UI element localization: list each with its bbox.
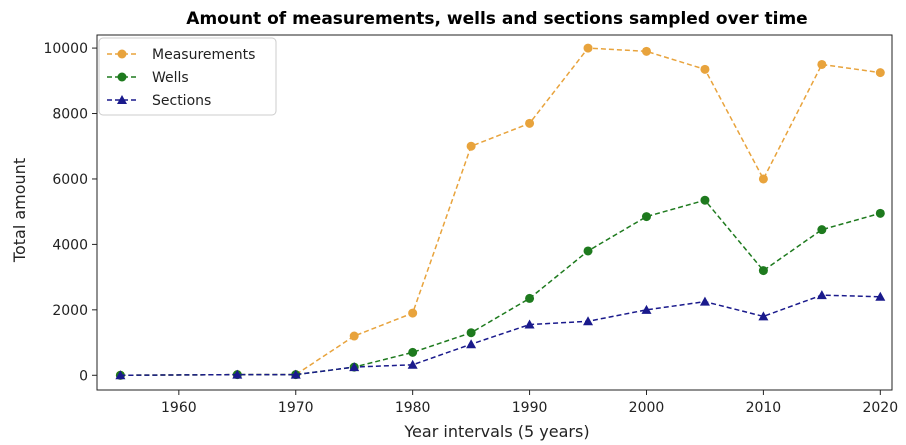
y-axis-label: Total amount [10, 158, 29, 263]
y-tick-label: 6000 [52, 172, 88, 188]
measurements-point [525, 118, 535, 128]
legend-frame [98, 37, 277, 116]
measurements-point [700, 64, 710, 74]
legend-marker-measurements [117, 49, 127, 59]
sections-point [758, 311, 769, 321]
x-tick-label: 1970 [278, 400, 314, 416]
x-tick-label: 1990 [512, 400, 548, 416]
sections-point [115, 370, 126, 380]
measurements-point [408, 308, 418, 318]
x-tick-label: 2010 [746, 400, 782, 416]
chart-title: Amount of measurements, wells and sectio… [186, 9, 807, 29]
x-tick-label: 2020 [862, 400, 898, 416]
legend-marker-wells [117, 72, 127, 82]
y-tick-label: 0 [79, 368, 88, 384]
series-wells [115, 195, 885, 380]
measurements-point [641, 46, 651, 56]
sections-point [875, 291, 886, 301]
legend: Measurements Wells Sections [98, 37, 277, 116]
measurements-point [758, 174, 768, 184]
wells-point [875, 208, 885, 218]
sections-point [583, 316, 594, 326]
wells-point [817, 225, 827, 235]
sections-point [232, 369, 243, 379]
measurements-point [466, 141, 476, 151]
sections-point [466, 339, 477, 349]
legend-label-measurements: Measurements [152, 47, 255, 63]
wells-point [525, 293, 535, 303]
x-axis-label: Year intervals (5 years) [403, 422, 589, 441]
series-sections [115, 290, 886, 380]
sections-point [524, 319, 535, 329]
x-tick-label: 2000 [629, 400, 665, 416]
wells-point [466, 328, 476, 338]
measurements-point [583, 43, 593, 53]
sections-point [641, 304, 652, 314]
measurements-point [817, 59, 827, 69]
x-tick-label: 1960 [161, 400, 197, 416]
plot-area: 1960 1970 1980 1990 2000 2010 2020 0 2000 4000 600… [43, 34, 898, 416]
sections-point [349, 362, 360, 372]
wells-point [700, 195, 710, 205]
wells-point [641, 212, 651, 222]
sections-point [290, 369, 301, 379]
measurements-point [875, 68, 885, 78]
legend-label-sections: Sections [152, 93, 211, 109]
wells-point [758, 266, 768, 276]
wells-line [120, 199, 881, 377]
sections-point [699, 296, 710, 306]
legend-marker-sections [117, 95, 127, 104]
sections-point [407, 359, 418, 369]
legend-label-wells: Wells [152, 70, 189, 86]
y-tick-label: 8000 [52, 107, 88, 123]
measurements-point [349, 331, 359, 341]
y-tick-label: 10000 [43, 41, 88, 57]
axes-frame [96, 34, 893, 391]
wells-point [583, 246, 593, 256]
sections-line [120, 294, 881, 377]
y-tick-label: 4000 [52, 237, 88, 253]
x-tick-label: 1980 [395, 400, 431, 416]
sections-point [816, 290, 827, 300]
wells-point [408, 347, 418, 357]
y-tick-label: 2000 [52, 303, 88, 319]
